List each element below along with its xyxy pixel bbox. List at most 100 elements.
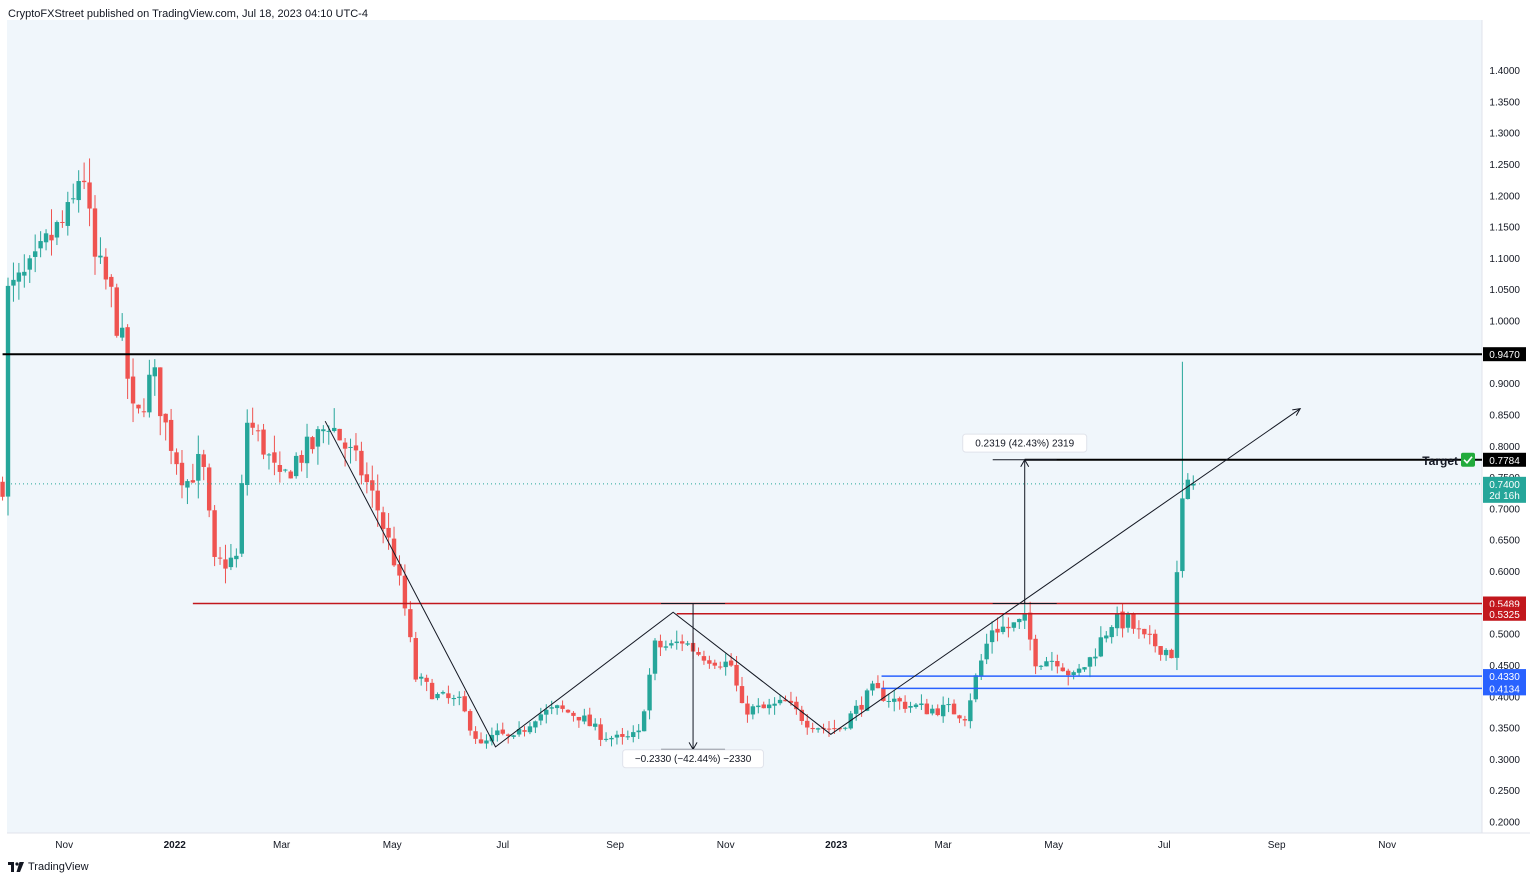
candle-body — [71, 198, 76, 200]
chart-settings-button[interactable] — [1484, 25, 1524, 43]
level-label-bg-support-low — [1483, 681, 1526, 696]
change-value: +0.0026 (+0.35%) — [336, 29, 417, 40]
candle-body — [1006, 626, 1011, 629]
x-tick-label: Nov — [717, 840, 735, 851]
pattern-line — [324, 408, 1301, 748]
candle-body — [201, 454, 206, 467]
candle-body — [1071, 672, 1076, 675]
x-tick-label: May — [383, 840, 402, 851]
candle-body — [136, 404, 141, 409]
candle-body — [1191, 483, 1196, 486]
candle-body — [892, 698, 897, 702]
candle-body — [348, 446, 353, 448]
candle-body — [832, 728, 837, 730]
candle-body — [506, 734, 511, 736]
candle-body — [239, 483, 244, 554]
last-price-label: 0.7400 — [1489, 480, 1520, 491]
x-tick-label: Jul — [496, 840, 509, 851]
target-annotation: Target — [1422, 454, 1458, 468]
candle-body — [440, 692, 446, 694]
candle-body — [245, 422, 250, 485]
candle-body — [435, 694, 440, 699]
candle-body — [1153, 633, 1158, 647]
candle-body — [22, 271, 27, 276]
candle-body — [957, 715, 962, 719]
candle-body — [772, 703, 777, 706]
candle-body — [821, 727, 826, 729]
candle-body — [130, 376, 136, 404]
candle-body — [973, 675, 978, 700]
candle-body — [1087, 657, 1093, 667]
candle-body — [1174, 572, 1180, 658]
symbol-name[interactable]: XRP / TetherUS, 3D, BINANCE — [14, 29, 153, 40]
candle-body — [598, 724, 603, 740]
level-label-neckline-high: 0.5489 — [1489, 600, 1520, 611]
y-tick-label: 1.2500 — [1489, 160, 1520, 171]
candle-body — [549, 707, 554, 709]
measure-up-label-bg — [962, 433, 1088, 453]
candle-body — [375, 490, 380, 511]
candle-body — [935, 708, 940, 716]
candle-body — [462, 696, 467, 712]
candle-body — [1098, 637, 1104, 657]
candle-body — [718, 666, 723, 668]
candle-body — [217, 557, 223, 559]
candle-body — [1104, 635, 1109, 639]
open-label: O — [159, 29, 168, 40]
measure-down-label-bg — [622, 749, 764, 769]
candle-body — [429, 682, 435, 700]
candle-body — [908, 706, 913, 708]
candle-body — [158, 367, 163, 417]
candle-body — [756, 705, 761, 708]
candle-body — [386, 527, 391, 538]
y-tick-label: 0.6500 — [1489, 536, 1520, 547]
candle-body — [408, 609, 413, 638]
candle-body — [603, 738, 609, 740]
candle-body — [1060, 667, 1065, 672]
candle-body — [1033, 638, 1038, 667]
x-tick-label: Mar — [935, 840, 953, 851]
candle-body — [913, 704, 919, 708]
candle-body — [206, 467, 212, 511]
candle-body — [919, 703, 924, 706]
candle-body — [163, 413, 168, 423]
candle-body — [103, 256, 109, 280]
close-value: 0.7400 — [299, 29, 330, 40]
candle-body — [299, 454, 304, 463]
level-label-resistance-major: 0.9470 — [1489, 350, 1520, 361]
candle-body — [631, 732, 636, 738]
y-tick-label: 1.3000 — [1489, 129, 1520, 140]
candle-body — [1049, 660, 1055, 662]
candle-body — [223, 559, 228, 569]
candle-body — [119, 327, 125, 338]
candle-body — [1180, 498, 1185, 572]
candle-body — [495, 730, 500, 736]
candle-body — [989, 630, 995, 643]
measure-down-arrowhead — [688, 742, 698, 751]
candle-body — [5, 285, 11, 497]
level-label-bg-support-high — [1483, 669, 1526, 684]
candle-body — [734, 664, 739, 686]
candle-body — [1038, 665, 1044, 667]
candle-body — [92, 208, 98, 257]
y-tick-label: 1.4000 — [1489, 66, 1520, 77]
candle-body — [560, 705, 565, 709]
y-tick-label: 0.3000 — [1489, 755, 1520, 766]
candle-body — [196, 453, 201, 481]
candle-body — [930, 708, 935, 714]
candle-body — [886, 700, 891, 702]
pattern-arrowhead — [1292, 408, 1302, 416]
candle-body — [1120, 611, 1125, 629]
candle-body — [870, 683, 875, 691]
candle-body — [1163, 649, 1169, 656]
candle-body — [277, 465, 283, 472]
candle-body — [739, 686, 745, 704]
tradingview-logo-icon — [8, 862, 24, 872]
candle-body — [1027, 612, 1033, 640]
candle-body — [310, 437, 315, 450]
candle-body — [565, 709, 571, 713]
measure-down-label: −0.2330 (−42.44%) −2330 — [635, 754, 752, 765]
low-value: 0.7304 — [254, 29, 286, 40]
candle-body — [380, 512, 386, 529]
